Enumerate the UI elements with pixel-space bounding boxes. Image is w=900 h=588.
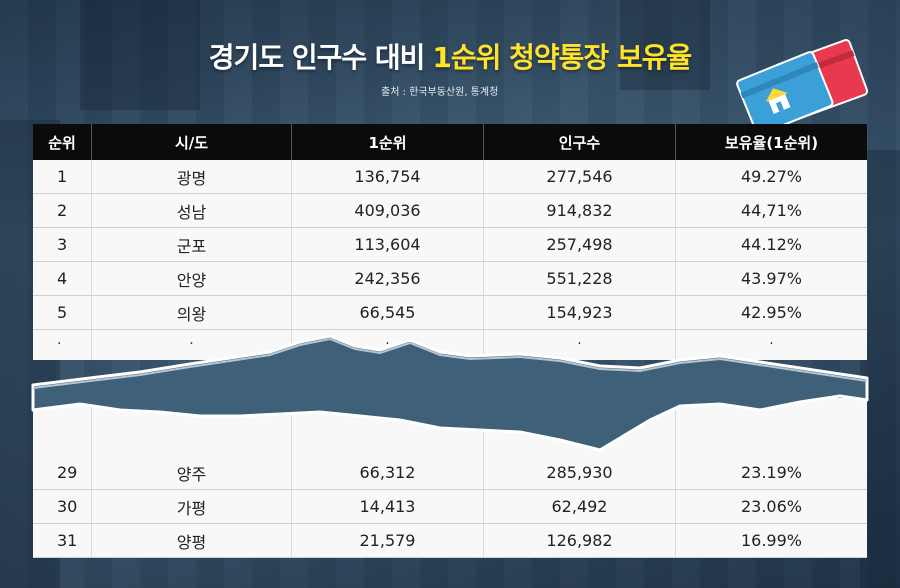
cell-rank: 5 bbox=[57, 303, 68, 322]
table-row: 5 의왕 66,545 154,923 42.95% bbox=[33, 296, 867, 330]
table-header: 순위 시/도 1순위 인구수 보유율(1순위) bbox=[33, 124, 867, 160]
cell-population: 62,492 bbox=[483, 490, 675, 523]
bankbook-card-icon bbox=[735, 30, 875, 136]
cell-population: 551,228 bbox=[483, 262, 675, 295]
cell-rank: 31 bbox=[57, 531, 78, 550]
ellipsis-mark: . bbox=[483, 330, 675, 360]
cell-first-rank: 409,036 bbox=[291, 194, 483, 227]
table-row: 2 성남 409,036 914,832 44,71% bbox=[33, 194, 867, 228]
page-title: 경기도 인구수 대비 1순위 청약통장 보유율 bbox=[0, 36, 900, 76]
cell-first-rank: 66,545 bbox=[291, 296, 483, 329]
cell-city: 광명 bbox=[91, 160, 291, 193]
source-note: 출처 : 한국부동산원, 통계청 bbox=[381, 87, 499, 98]
ranking-table: 순위 시/도 1순위 인구수 보유율(1순위) bbox=[33, 124, 867, 160]
cell-rank: 2 bbox=[57, 201, 68, 220]
cell-rank: 30 bbox=[57, 497, 78, 516]
cell-city: 양주 bbox=[91, 456, 291, 489]
house-icon bbox=[765, 88, 791, 114]
cell-population: 154,923 bbox=[483, 296, 675, 329]
cell-first-rank: 66,312 bbox=[291, 456, 483, 489]
cell-first-rank: 113,604 bbox=[291, 228, 483, 261]
cell-city: 의왕 bbox=[91, 296, 291, 329]
cell-city: 안양 bbox=[91, 262, 291, 295]
cell-population: 126,982 bbox=[483, 524, 675, 557]
cell-ratio: 23.06% bbox=[675, 490, 867, 523]
header-population: 인구수 bbox=[483, 124, 675, 160]
header-ratio: 보유율(1순위) bbox=[675, 124, 867, 160]
cell-ratio: 44,71% bbox=[675, 194, 867, 227]
table-row: 1 광명 136,754 277,546 49.27% bbox=[33, 160, 867, 194]
cell-city: 가평 bbox=[91, 490, 291, 523]
cell-population: 277,546 bbox=[483, 160, 675, 193]
cell-rank: 4 bbox=[57, 269, 68, 288]
header-rank: 순위 bbox=[48, 133, 76, 152]
header-first-rank: 1순위 bbox=[291, 124, 483, 160]
cell-ratio: 44.12% bbox=[675, 228, 867, 261]
cell-ratio: 43.97% bbox=[675, 262, 867, 295]
cell-first-rank: 14,413 bbox=[291, 490, 483, 523]
cell-first-rank: 242,356 bbox=[291, 262, 483, 295]
title-main: 경기도 인구수 대비 bbox=[208, 41, 426, 74]
ellipsis-mark: . bbox=[91, 330, 291, 360]
table-row: 3 군포 113,604 257,498 44.12% bbox=[33, 228, 867, 262]
header-city: 시/도 bbox=[91, 124, 291, 160]
table-body-top: 1 광명 136,754 277,546 49.27% 2 성남 409,036… bbox=[33, 160, 867, 360]
cell-population: 257,498 bbox=[483, 228, 675, 261]
cell-ratio: 49.27% bbox=[675, 160, 867, 193]
ellipsis-mark: . bbox=[675, 330, 867, 360]
table-row: 31 양평 21,579 126,982 16.99% bbox=[33, 524, 867, 558]
table-row: 30 가평 14,413 62,492 23.06% bbox=[33, 490, 867, 524]
cell-ratio: 16.99% bbox=[675, 524, 867, 557]
table-row: 4 안양 242,356 551,228 43.97% bbox=[33, 262, 867, 296]
cell-city: 양평 bbox=[91, 524, 291, 557]
cell-rank: 3 bbox=[57, 235, 68, 254]
cell-ratio: 42.95% bbox=[675, 296, 867, 329]
cell-population: 285,930 bbox=[483, 456, 675, 489]
cell-ratio: 23.19% bbox=[675, 456, 867, 489]
cell-first-rank: 136,754 bbox=[291, 160, 483, 193]
cell-first-rank: 21,579 bbox=[291, 524, 483, 557]
cell-rank: 1 bbox=[57, 167, 68, 186]
table-row: 29 양주 66,312 285,930 23.19% bbox=[33, 456, 867, 490]
cell-rank: 29 bbox=[57, 463, 78, 482]
ellipsis-mark: . bbox=[57, 332, 62, 348]
cell-city: 성남 bbox=[91, 194, 291, 227]
title-highlight: 1순위 청약통장 보유율 bbox=[432, 41, 692, 74]
cell-city: 군포 bbox=[91, 228, 291, 261]
cell-population: 914,832 bbox=[483, 194, 675, 227]
